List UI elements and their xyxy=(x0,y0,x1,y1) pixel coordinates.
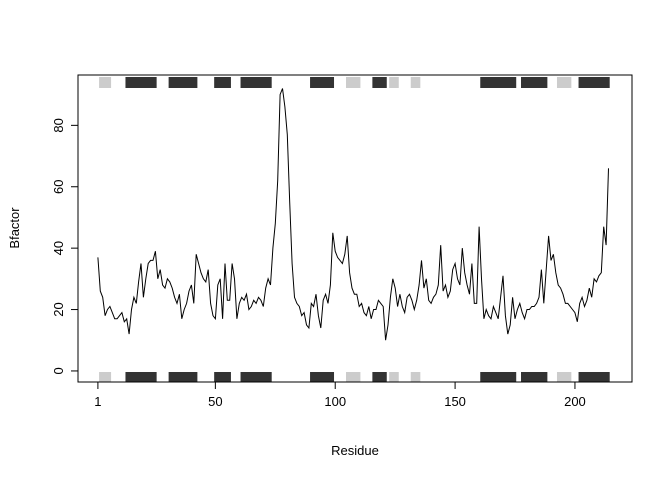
x-tick-label: 1 xyxy=(94,394,101,409)
strand-block-bottom xyxy=(556,372,572,382)
y-tick-label: 0 xyxy=(51,367,66,374)
x-axis-label: Residue xyxy=(331,443,379,458)
strand-block-top xyxy=(410,77,421,88)
y-tick-label: 60 xyxy=(51,180,66,194)
strand-block-bottom xyxy=(389,372,399,382)
y-axis: 0 20 40 60 80 xyxy=(51,118,79,375)
helix-block-top xyxy=(214,77,231,88)
secondary-structure-layer xyxy=(99,77,610,382)
helix-block-top xyxy=(372,77,387,88)
x-tick-label: 100 xyxy=(324,394,346,409)
helix-block-bottom xyxy=(578,372,610,382)
bfactor-series-line xyxy=(97,88,609,341)
helix-block-top xyxy=(521,77,548,88)
helix-block-top xyxy=(578,77,610,88)
y-tick-label: 40 xyxy=(51,241,66,255)
strand-block-top xyxy=(389,77,399,88)
y-tick-label: 80 xyxy=(51,118,66,132)
x-axis: 1 50 100 150 200 xyxy=(94,381,586,409)
helix-block-bottom xyxy=(240,372,272,382)
helix-block-bottom xyxy=(521,372,548,382)
y-tick-label: 20 xyxy=(51,302,66,316)
helix-block-top xyxy=(125,77,157,88)
helix-block-bottom xyxy=(214,372,231,382)
strand-block-top xyxy=(556,77,572,88)
strand-block-bottom xyxy=(99,372,112,382)
helix-block-top xyxy=(168,77,198,88)
helix-block-bottom xyxy=(125,372,157,382)
plot-frame xyxy=(77,74,633,383)
helix-block-bottom xyxy=(168,372,198,382)
helix-block-bottom xyxy=(480,372,517,382)
x-tick-label: 150 xyxy=(444,394,466,409)
helix-block-top xyxy=(310,77,335,88)
helix-block-bottom xyxy=(310,372,335,382)
strand-block-bottom xyxy=(410,372,421,382)
strand-block-top xyxy=(99,77,112,88)
y-axis-label: Bfactor xyxy=(7,207,22,249)
strand-block-top xyxy=(346,77,361,88)
helix-block-top xyxy=(240,77,272,88)
x-tick-label: 200 xyxy=(564,394,586,409)
helix-block-bottom xyxy=(372,372,387,382)
helix-block-top xyxy=(480,77,517,88)
strand-block-bottom xyxy=(346,372,361,382)
x-tick-label: 50 xyxy=(208,394,222,409)
